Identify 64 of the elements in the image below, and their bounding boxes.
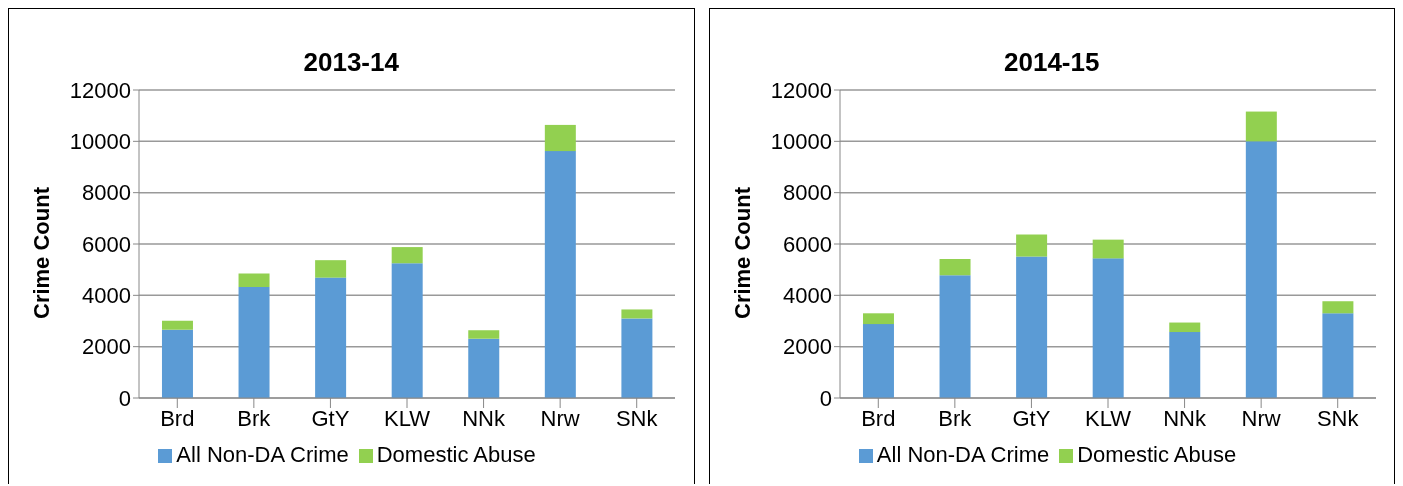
y-tick-label: 10000 <box>69 129 131 155</box>
bar <box>939 258 971 276</box>
bar <box>862 324 894 398</box>
chart-title: 2013-14 <box>302 47 400 78</box>
bar <box>544 151 576 398</box>
x-tick-label: Brk <box>937 405 972 431</box>
y-tick-label: 0 <box>819 385 832 411</box>
y-axis-title: Crime Count <box>28 186 54 319</box>
bar <box>238 273 270 288</box>
bar <box>1321 301 1353 314</box>
y-tick-label: 12000 <box>69 77 131 103</box>
bar <box>1245 141 1277 398</box>
x-tick-label: Nrw <box>1241 405 1281 431</box>
x-tick-label: KLW <box>1084 405 1131 431</box>
y-tick-label: 10000 <box>770 129 832 155</box>
y-axis-title: Crime Count <box>729 186 755 319</box>
bar <box>1321 313 1353 398</box>
bar <box>939 275 971 398</box>
bar <box>315 260 347 278</box>
x-tick-label: Brk <box>237 405 272 431</box>
y-tick-label: 4000 <box>82 283 131 309</box>
y-tick-label: 2000 <box>82 334 131 360</box>
legend-label: Domestic Abuse <box>376 442 536 467</box>
y-tick-label: 6000 <box>782 231 832 257</box>
bar <box>621 309 653 319</box>
y-tick-label: 8000 <box>782 180 832 206</box>
x-tick-label: KLW <box>383 405 431 431</box>
bar <box>468 338 500 398</box>
bar <box>238 287 270 398</box>
x-tick-label: SNk <box>1316 405 1359 431</box>
bar <box>161 320 193 330</box>
legend-label: Domestic Abuse <box>1077 442 1237 467</box>
bar <box>621 318 653 398</box>
y-tick-label: 8000 <box>82 180 131 206</box>
bar <box>1015 234 1047 257</box>
chart-title: 2014-15 <box>1003 47 1101 78</box>
x-tick-label: SNk <box>615 405 659 431</box>
y-tick-label: 6000 <box>82 231 131 257</box>
bar <box>1015 256 1047 398</box>
bar <box>391 247 423 264</box>
x-tick-label: GtY <box>311 405 350 431</box>
x-tick-label: NNk <box>1162 405 1207 431</box>
x-tick-label: Brd <box>160 405 195 431</box>
bar <box>468 330 500 339</box>
legend-label: All Non-DA Crime <box>876 442 1050 467</box>
bar <box>1168 322 1200 333</box>
x-tick-label: Nrw <box>540 405 580 431</box>
x-tick-label: GtY <box>1011 405 1051 431</box>
bar <box>1092 239 1124 259</box>
y-tick-label: 0 <box>118 385 131 411</box>
bar <box>1168 332 1200 398</box>
bar <box>862 313 894 325</box>
bar <box>1092 258 1124 398</box>
y-tick-label: 12000 <box>770 77 832 103</box>
bar <box>1245 111 1277 142</box>
bar <box>544 124 576 152</box>
x-tick-label: NNk <box>462 405 506 431</box>
x-tick-label: Brd <box>860 405 895 431</box>
y-tick-label: 2000 <box>782 334 832 360</box>
bar <box>161 329 193 398</box>
legend-label: All Non-DA Crime <box>176 442 349 467</box>
bar <box>315 277 347 398</box>
y-tick-label: 4000 <box>782 283 832 309</box>
bar <box>391 263 423 398</box>
